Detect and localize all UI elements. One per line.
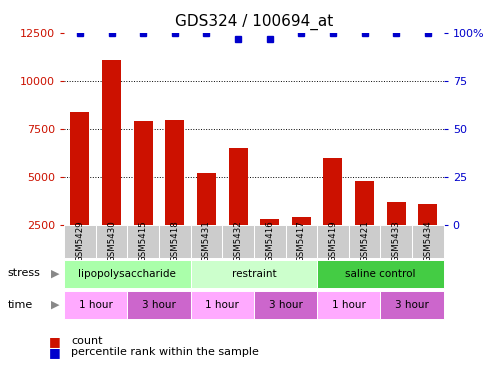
Bar	[317, 291, 381, 319]
Bar	[159, 225, 191, 258]
Bar	[102, 60, 121, 273]
Bar	[285, 225, 317, 258]
Bar	[70, 112, 89, 273]
Bar	[165, 120, 184, 273]
Bar	[191, 259, 317, 288]
Bar	[387, 202, 406, 273]
Bar	[260, 219, 279, 273]
Text: ▶: ▶	[51, 268, 60, 279]
Bar	[292, 217, 311, 273]
Text: GSM5431: GSM5431	[202, 221, 211, 262]
Text: 3 hour: 3 hour	[269, 300, 303, 310]
Text: ■: ■	[49, 335, 61, 348]
Bar	[381, 291, 444, 319]
Bar	[222, 225, 254, 258]
Bar	[191, 291, 254, 319]
Text: GSM5417: GSM5417	[297, 221, 306, 262]
Bar	[197, 173, 216, 273]
Bar	[254, 225, 285, 258]
Bar	[127, 225, 159, 258]
Text: ■: ■	[49, 346, 61, 359]
Text: ▶: ▶	[51, 299, 60, 310]
Text: 1 hour: 1 hour	[332, 300, 366, 310]
Text: 3 hour: 3 hour	[142, 300, 176, 310]
Text: 3 hour: 3 hour	[395, 300, 429, 310]
Text: GSM5430: GSM5430	[107, 221, 116, 262]
Text: restraint: restraint	[232, 269, 276, 279]
Text: stress: stress	[7, 268, 40, 279]
Text: GSM5416: GSM5416	[265, 221, 274, 262]
Text: count: count	[71, 336, 103, 346]
Bar	[254, 291, 317, 319]
Text: lipopolysaccharide: lipopolysaccharide	[78, 269, 176, 279]
Bar	[134, 121, 153, 273]
Bar	[381, 225, 412, 258]
Text: 1 hour: 1 hour	[205, 300, 239, 310]
Text: GSM5415: GSM5415	[139, 221, 148, 262]
Text: time: time	[7, 299, 33, 310]
Text: GSM5432: GSM5432	[234, 221, 243, 262]
Text: percentile rank within the sample: percentile rank within the sample	[71, 347, 259, 357]
Bar	[349, 225, 381, 258]
Text: GSM5418: GSM5418	[170, 221, 179, 262]
Bar	[229, 148, 247, 273]
Text: GSM5433: GSM5433	[392, 221, 401, 262]
Bar	[64, 291, 127, 319]
Title: GDS324 / 100694_at: GDS324 / 100694_at	[175, 14, 333, 30]
Text: GSM5419: GSM5419	[328, 221, 338, 262]
Bar	[127, 291, 191, 319]
Bar	[64, 225, 96, 258]
Bar	[419, 204, 437, 273]
Text: GSM5434: GSM5434	[423, 221, 432, 262]
Bar	[64, 259, 191, 288]
Bar	[317, 225, 349, 258]
Text: 1 hour: 1 hour	[79, 300, 113, 310]
Bar	[412, 225, 444, 258]
Text: GSM5429: GSM5429	[75, 221, 84, 262]
Text: GSM5421: GSM5421	[360, 221, 369, 262]
Bar	[96, 225, 127, 258]
Bar	[323, 158, 343, 273]
Bar	[355, 181, 374, 273]
Text: saline control: saline control	[345, 269, 416, 279]
Bar	[317, 259, 444, 288]
Bar	[191, 225, 222, 258]
